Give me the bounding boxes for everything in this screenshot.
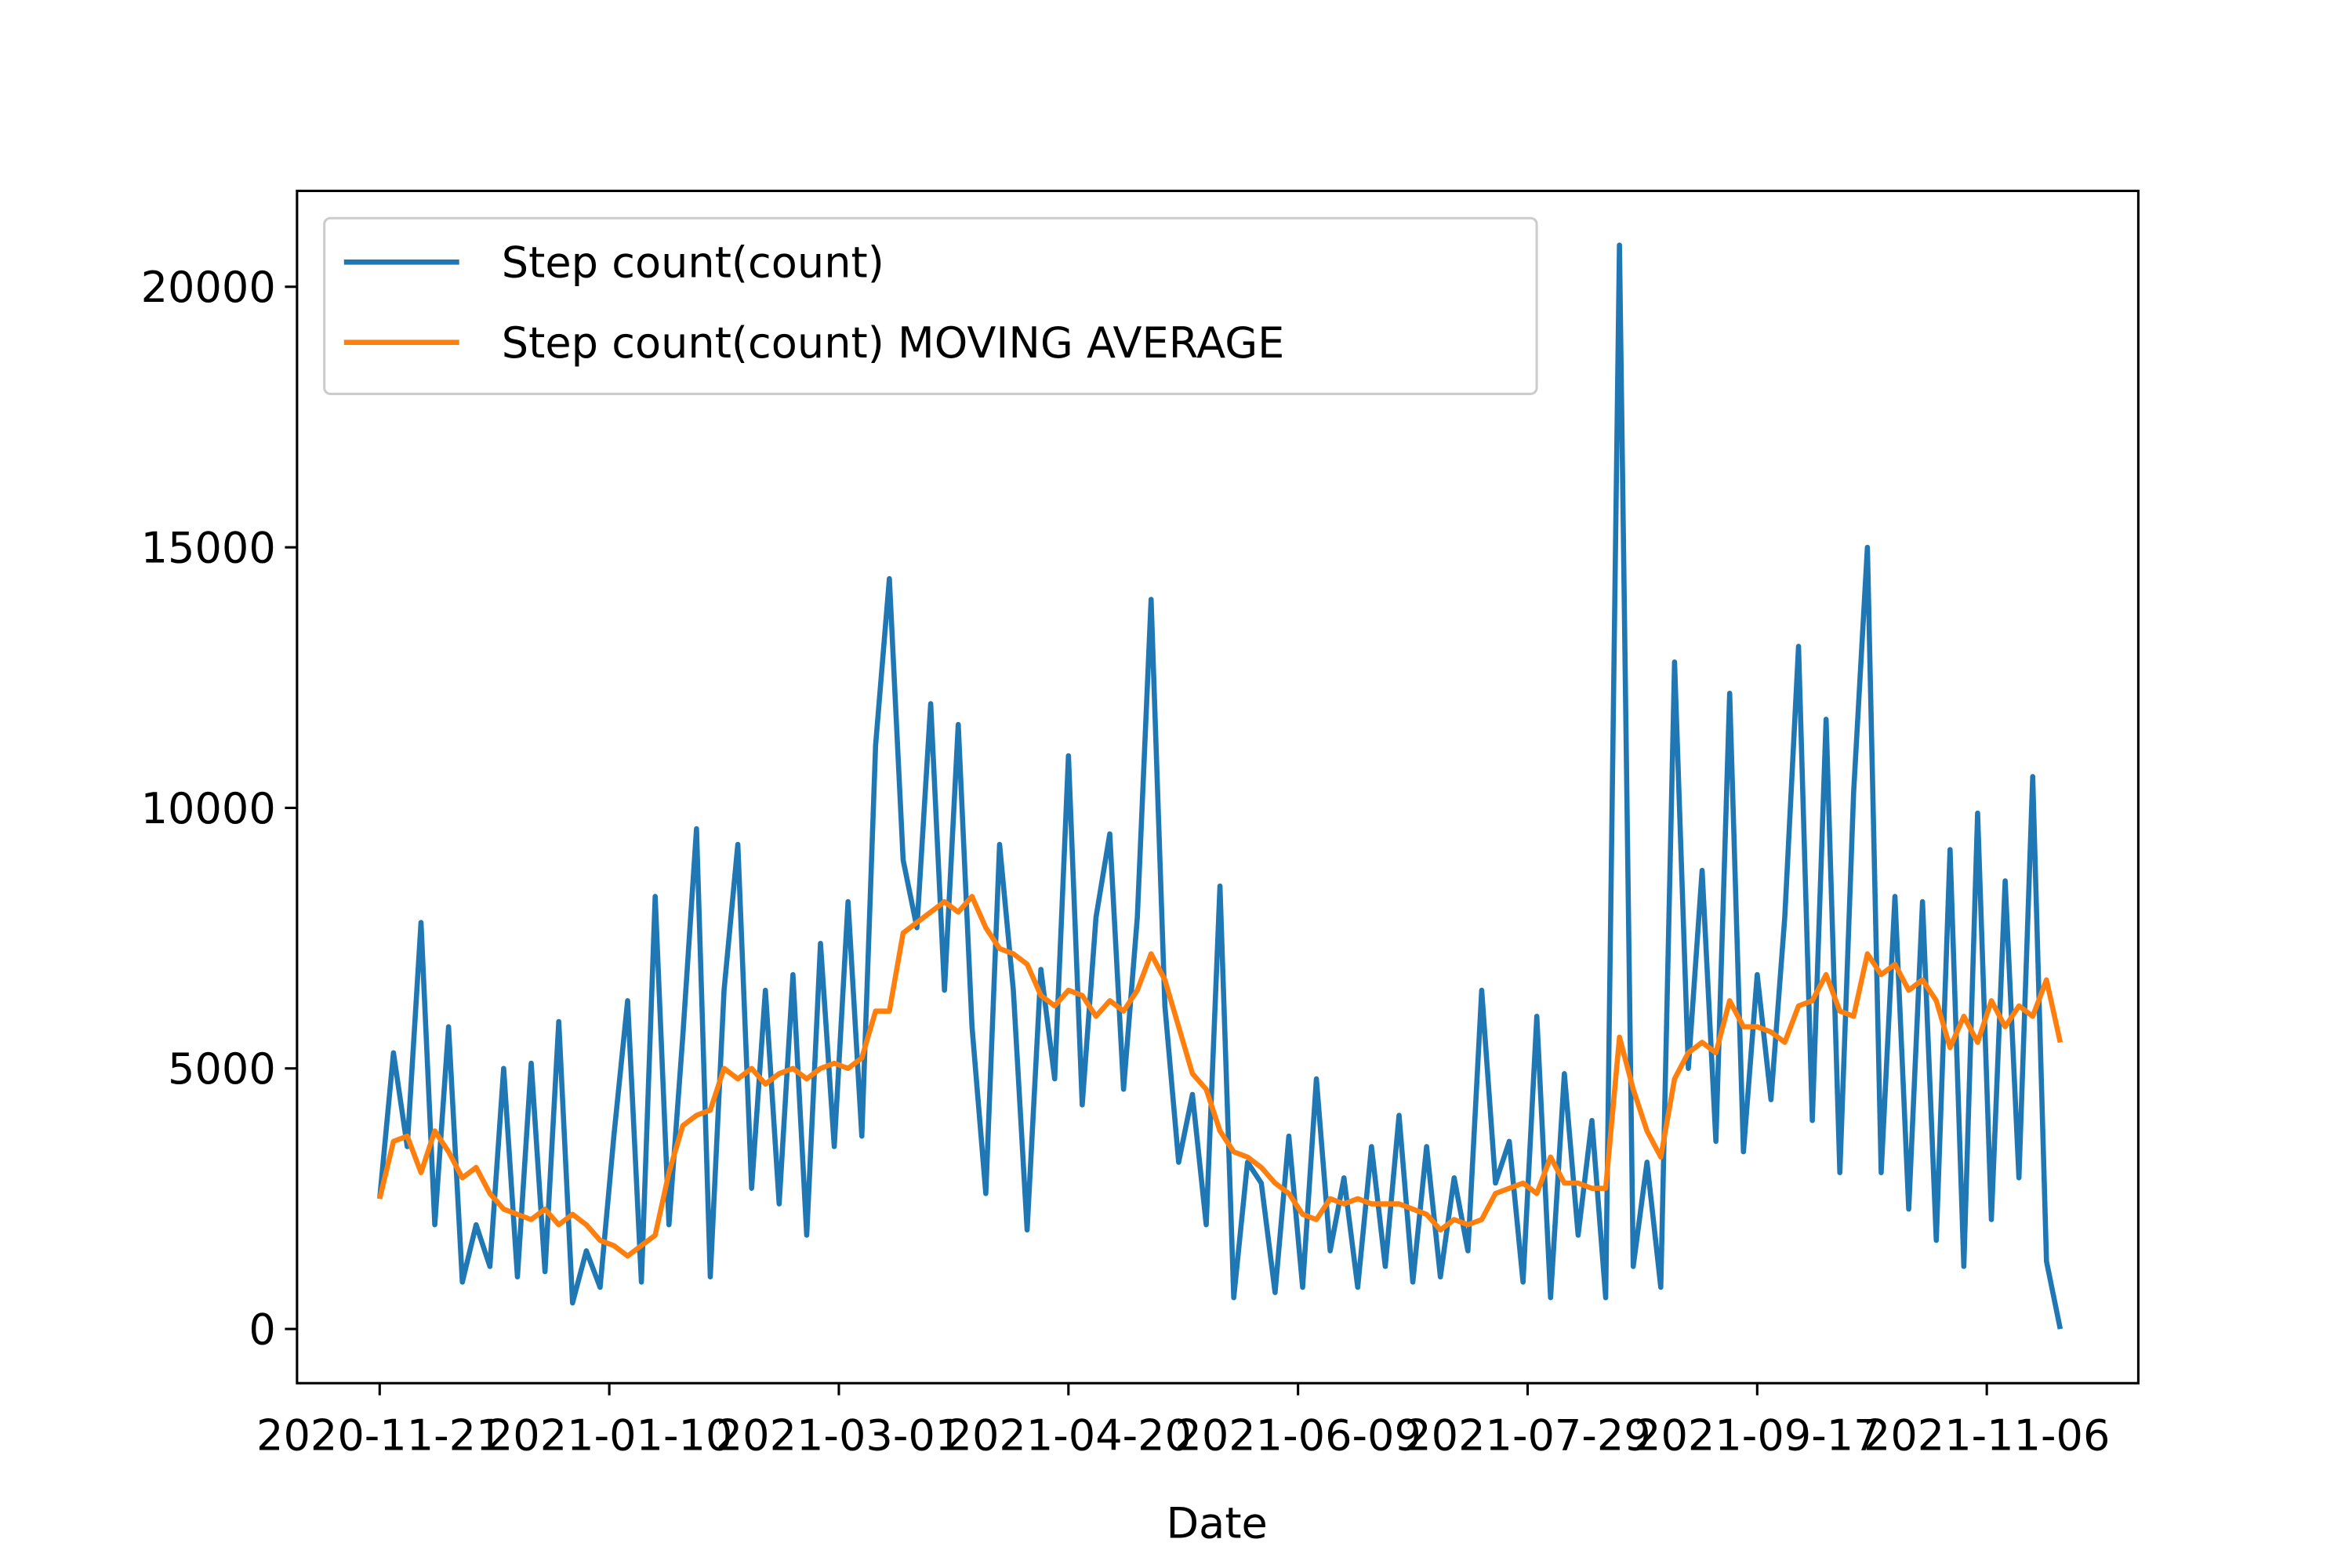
y-tick-label: 10000	[141, 784, 276, 833]
x-tick-label: 2021-07-29	[1404, 1410, 1651, 1460]
legend-label: Step count(count)	[502, 238, 884, 288]
legend-label: Step count(count) MOVING AVERAGE	[502, 318, 1285, 368]
x-tick-label: 2021-09-17	[1634, 1410, 1881, 1460]
x-tick-label: 2021-11-06	[1864, 1410, 2111, 1460]
y-tick-label: 0	[249, 1305, 275, 1354]
axes-frame	[296, 189, 2140, 1385]
x-tick-label: 2021-06-09	[1174, 1410, 1421, 1460]
y-tick-label: 20000	[141, 263, 276, 312]
x-tick-label: 2021-04-20	[946, 1410, 1192, 1460]
y-tick-label: 5000	[168, 1044, 276, 1094]
legend-box	[323, 216, 1538, 395]
data-line	[377, 894, 2063, 1259]
y-tick-label: 15000	[141, 523, 276, 572]
x-tick-label: 2021-03-01	[716, 1410, 963, 1460]
data-line	[377, 242, 2063, 1330]
x-axis-label: Date	[1167, 1498, 1268, 1548]
x-tick-label: 2020-11-21	[256, 1410, 503, 1460]
x-tick-label: 2021-01-10	[486, 1410, 733, 1460]
legend: Step count(count) Step count(count) MOVIN…	[323, 216, 1538, 395]
